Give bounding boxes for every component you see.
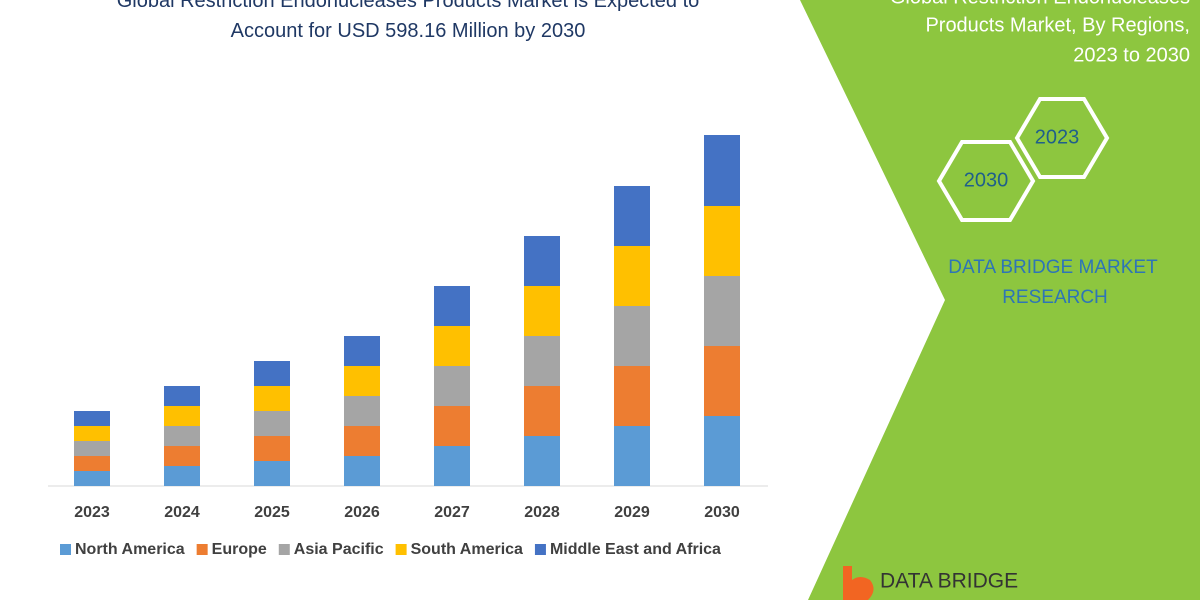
bar-segment [434, 326, 470, 366]
bar-segment [74, 411, 110, 426]
plot: 2023 2024 2025 2026 2027 2028 2029 2030 North Am… [60, 135, 740, 558]
bar-segment [254, 411, 290, 436]
legend-swatch [395, 544, 407, 555]
logo-text: DATA BRIDGE [880, 570, 1018, 593]
bar-segment [614, 306, 650, 366]
x-tick-label: 2027 [434, 504, 470, 521]
bar-segment [344, 396, 380, 426]
bar-segment [524, 236, 560, 286]
x-tick-label: 2029 [614, 504, 650, 521]
bar-segment [434, 406, 470, 446]
legend-label: Europe [212, 541, 267, 558]
legend-swatch [60, 544, 71, 555]
bar-segment [614, 186, 650, 246]
bar-segment [344, 366, 380, 396]
bar-segment [704, 206, 740, 276]
legend-label: Middle East and Africa [550, 541, 721, 558]
bar-segment [704, 276, 740, 346]
chart-title: Global Restriction Endonucleases Product… [116, 0, 700, 42]
bar-segment [164, 446, 200, 466]
bar-segment [434, 286, 470, 326]
bar-segment [344, 456, 380, 486]
bar-segment [164, 466, 200, 486]
bar-segment [344, 336, 380, 366]
x-tick-label: 2023 [74, 504, 110, 521]
bar-segment [164, 426, 200, 446]
panel-title: Global Restriction Endonucleases Product… [890, 0, 1190, 66]
legend-swatch [278, 544, 290, 555]
x-tick-label: 2030 [704, 504, 740, 521]
brand: DATA BRIDGE MARKET RESEARCH [948, 257, 1158, 308]
bar-segment [164, 406, 200, 426]
bar-segment [74, 426, 110, 441]
brand-line: DATA BRIDGE MARKET [948, 257, 1158, 278]
bar-segment [704, 416, 740, 486]
hexagon [936, 140, 1036, 222]
panel-title-line: Products Market, By Regions, [925, 14, 1190, 36]
bar-segment [254, 361, 290, 386]
bar-segment [254, 386, 290, 411]
panel-title-line: Global Restriction Endonucleases [890, 0, 1190, 8]
bar-segment [524, 336, 560, 386]
x-tick-label: 2025 [254, 504, 290, 521]
legend-label: Asia Pacific [294, 541, 384, 558]
bar-segment [434, 446, 470, 486]
logo-icon [843, 566, 874, 600]
bar-segment [614, 366, 650, 426]
bar-segment [434, 366, 470, 406]
bar-segment [254, 461, 290, 486]
bar-segment [614, 426, 650, 486]
hexagon-label: 2023 [1035, 126, 1080, 148]
hexagons [936, 97, 1110, 222]
x-tick-label: 2024 [164, 504, 200, 521]
bar-segment [524, 436, 560, 486]
bar-segment [704, 346, 740, 416]
bar-segment [254, 436, 290, 461]
brand-line: RESEARCH [1002, 287, 1108, 308]
bar-segment [74, 441, 110, 456]
legend-label: South America [411, 541, 523, 558]
bar-segment [524, 286, 560, 336]
legend-swatch [196, 544, 208, 555]
bar-segment [74, 456, 110, 471]
x-tick-label: 2026 [344, 504, 380, 521]
legend-swatch [534, 544, 546, 555]
bar-segment [74, 471, 110, 486]
legend-label: North America [75, 541, 185, 558]
x-tick-label: 2028 [524, 504, 560, 521]
hexagon-label: 2030 [964, 169, 1009, 191]
bar-segment [704, 135, 740, 206]
bar-segment [614, 246, 650, 306]
bar-segment [524, 386, 560, 436]
bar-segment [344, 426, 380, 456]
bar-segment [164, 386, 200, 406]
side-panel [800, 0, 1200, 600]
hexagon [1014, 97, 1110, 179]
panel-title-line: 2023 to 2030 [1073, 44, 1190, 66]
